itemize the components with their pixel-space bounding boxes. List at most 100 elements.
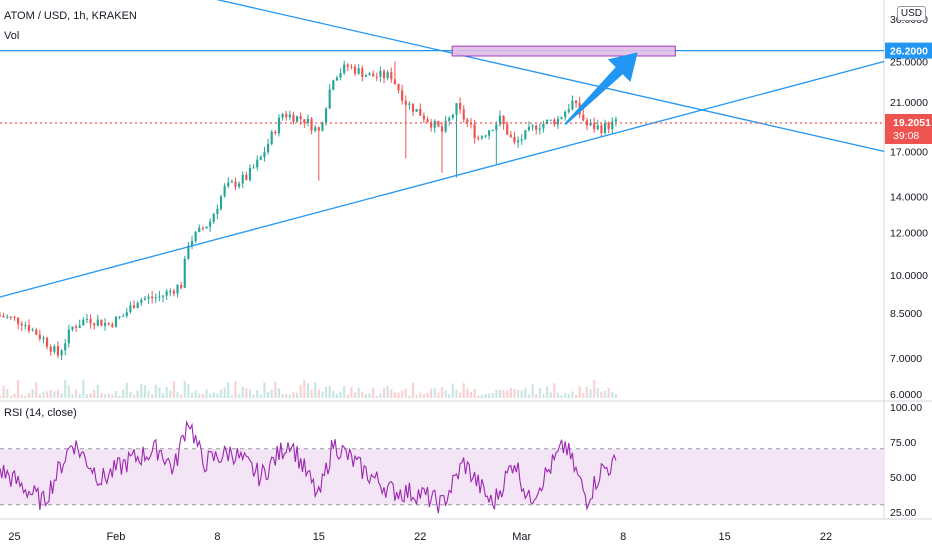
volume-bar	[169, 390, 172, 398]
candle-body	[125, 312, 128, 316]
volume-bar	[241, 386, 244, 398]
volume-bar	[343, 385, 346, 398]
volume-bar	[0, 395, 2, 398]
candle-body	[437, 120, 440, 127]
candle-body	[151, 296, 154, 299]
candle-body	[209, 221, 212, 227]
candle-body	[314, 127, 317, 131]
countdown-label: 39:08	[893, 130, 919, 142]
volume-bar	[368, 393, 371, 398]
volume-label: Vol	[4, 30, 20, 42]
volume-bar	[147, 390, 150, 398]
candle-body	[553, 119, 556, 125]
candle-body	[531, 125, 534, 127]
candle-body	[295, 116, 299, 122]
candle-body	[415, 109, 418, 112]
candle-body	[299, 116, 302, 120]
candle-body	[248, 167, 252, 180]
volume-bar	[506, 390, 509, 398]
candle-body	[462, 109, 465, 120]
candle-body	[411, 103, 415, 112]
volume-bar	[256, 390, 259, 398]
candle-body	[506, 124, 509, 135]
descending-resistance-line	[216, 0, 885, 153]
volume-bar	[234, 380, 237, 398]
volume-bar	[415, 394, 418, 398]
candle-body	[17, 317, 20, 324]
candle-body	[430, 122, 433, 128]
candle-body	[516, 140, 520, 143]
ascending-support-line	[0, 60, 885, 298]
volume-bar	[379, 392, 382, 398]
volume-bar	[411, 382, 415, 398]
volume-bar	[274, 382, 277, 398]
candle-body	[317, 127, 320, 131]
candle-body	[404, 100, 407, 105]
volume-bar	[596, 388, 599, 398]
candle-body	[303, 119, 306, 123]
x-tick-label: 8	[620, 531, 626, 543]
volume-bar	[114, 391, 118, 398]
candle-body	[252, 167, 255, 169]
volume-bar	[574, 394, 578, 398]
candle-body	[343, 64, 346, 74]
candle-body	[379, 71, 382, 77]
candle-body	[440, 126, 444, 132]
volume-bar	[299, 385, 302, 398]
candle-body	[288, 114, 291, 118]
volume-bar	[564, 393, 567, 398]
candle-body	[491, 130, 494, 132]
volume-bar	[24, 395, 27, 398]
y-tick-label: 12.0000	[890, 228, 928, 240]
volume-bar	[339, 391, 342, 398]
volume-bar	[71, 393, 74, 398]
candle-body	[335, 77, 339, 81]
volume-bar	[372, 387, 375, 398]
candle-body	[85, 318, 89, 320]
candle-body	[397, 84, 400, 91]
rsi-tick-label: 75.00	[890, 437, 916, 449]
candle-body	[444, 120, 447, 132]
candle-body	[64, 343, 67, 351]
candle-body	[136, 302, 139, 309]
candle-body	[285, 113, 288, 118]
volume-bar	[288, 394, 291, 398]
volume-bar	[143, 385, 147, 398]
candle-body	[353, 66, 357, 74]
volume-bar	[448, 393, 451, 398]
candle-body	[422, 115, 425, 120]
volume-bar	[64, 379, 67, 398]
rsi-tick-label: 25.00	[890, 507, 916, 519]
volume-bar	[509, 387, 512, 398]
volume-bar	[194, 390, 197, 398]
volume-bar	[183, 380, 186, 398]
candle-body	[589, 123, 592, 126]
candle-body	[183, 258, 186, 288]
candle-body	[495, 124, 498, 131]
candle-body	[277, 117, 281, 134]
candle-body	[426, 119, 429, 123]
volume-bar	[132, 394, 136, 398]
candle-body	[96, 319, 99, 326]
candle-body	[556, 118, 560, 125]
candle-body	[419, 109, 422, 116]
volume-bar	[480, 394, 483, 398]
volume-bar	[74, 389, 78, 398]
volume-bar	[484, 393, 487, 398]
candle-body	[306, 118, 310, 123]
volume-bar	[426, 392, 429, 398]
candle-body	[154, 297, 157, 299]
candle-body	[382, 71, 386, 79]
volume-bar	[408, 395, 411, 398]
candle-body	[274, 131, 277, 134]
volume-bar	[111, 394, 114, 398]
candle-body	[27, 325, 31, 331]
volume-bar	[375, 395, 378, 398]
candle-body	[393, 79, 396, 85]
candle-body	[194, 231, 197, 241]
candle-body	[0, 315, 2, 317]
currency-button[interactable]: USD	[896, 6, 926, 21]
volume-bar	[13, 393, 16, 398]
candle-body	[241, 174, 244, 184]
